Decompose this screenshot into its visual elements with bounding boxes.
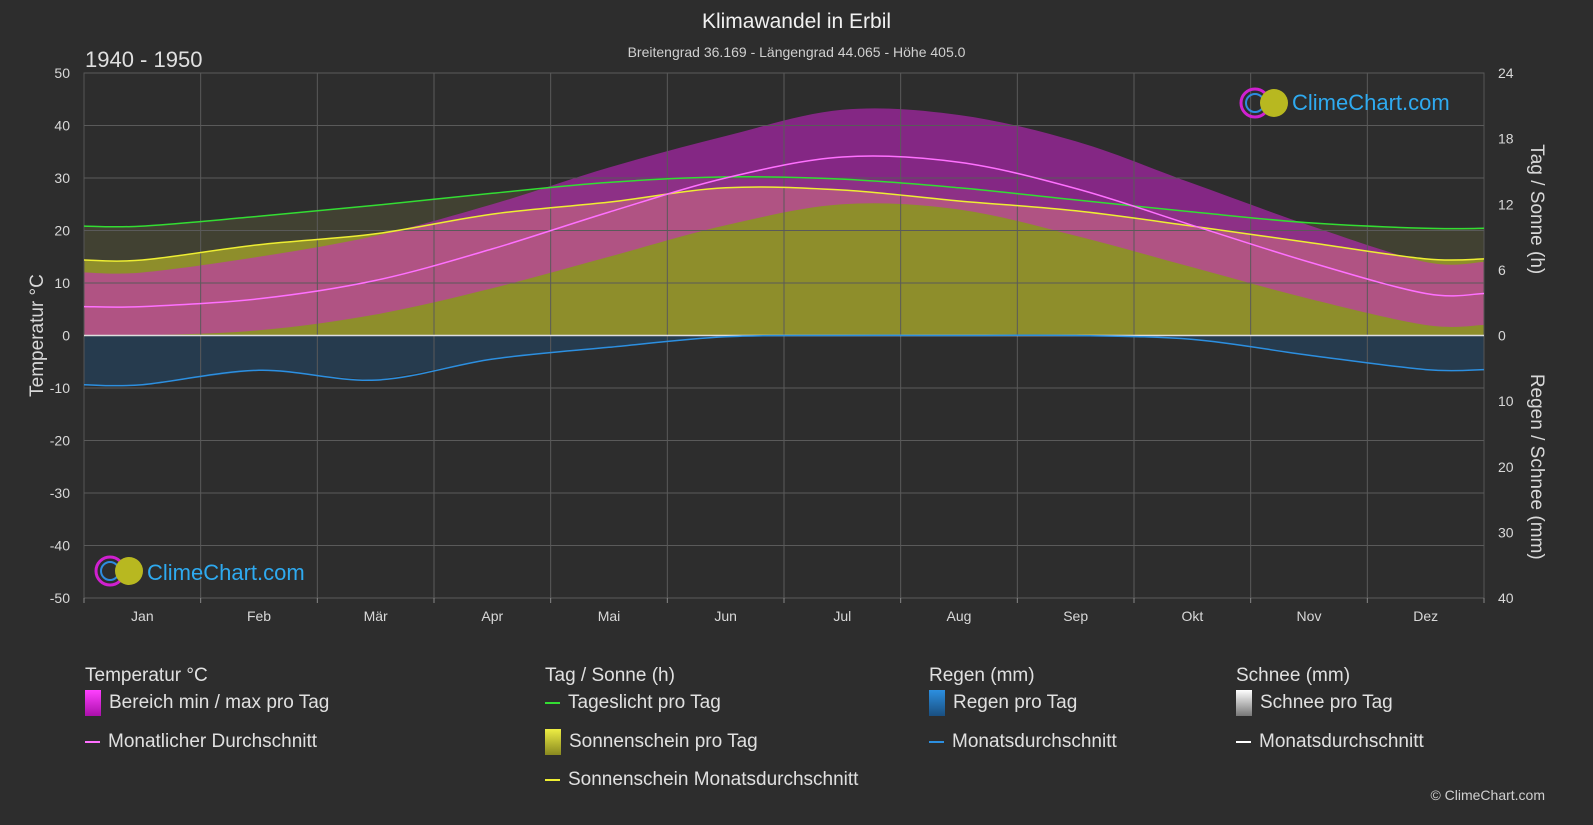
snow-swatch-icon: [1236, 690, 1252, 716]
legend-sun-heading: Tag / Sonne (h): [545, 665, 675, 686]
month-label: Feb: [247, 608, 271, 624]
snow-avg-swatch-icon: [1236, 740, 1251, 743]
month-label: Mai: [598, 608, 621, 624]
brand-bottom[interactable]: ClimeChart.com: [147, 560, 305, 585]
right-mm-tick-label: 10: [1498, 393, 1514, 409]
legend-sunshine: Sonnenschein pro Tag: [545, 729, 758, 755]
temperature-avg-line: [83, 155, 1485, 308]
month-label: Mär: [364, 608, 388, 624]
legend-temp-heading: Temperatur °C: [85, 665, 208, 686]
left-tick-label: 0: [62, 328, 70, 344]
month-label: Apr: [481, 608, 503, 624]
legend-rain-per-day: Regen pro Tag: [929, 690, 1077, 716]
legend-temp-range: Bereich min / max pro Tag: [85, 690, 329, 716]
month-label: Jun: [714, 608, 737, 624]
chart-subtitle: Breitengrad 36.169 - Längengrad 44.065 -…: [627, 44, 966, 60]
right-mm-tick-label: 20: [1498, 459, 1514, 475]
left-tick-label: -10: [50, 380, 70, 396]
month-label: Dez: [1413, 608, 1438, 624]
sunshine-avg-line: [83, 186, 1485, 262]
legend-temp-avg: Monatlicher Durchschnitt: [85, 729, 317, 755]
left-tick-label: 40: [54, 118, 70, 134]
legend-snow-avg: Monatsdurchschnitt: [1236, 729, 1424, 755]
left-tick-label: -40: [50, 538, 70, 554]
legend-rain-avg: Monatsdurchschnitt: [929, 729, 1117, 755]
sunshine-avg-swatch-icon: [545, 778, 560, 781]
right-hours-tick-label: 24: [1498, 65, 1514, 81]
daylight-line: [83, 176, 1485, 230]
left-tick-label: 10: [54, 275, 70, 291]
chart-title: Klimawandel in Erbil: [701, 10, 892, 33]
legend-snow-per-day: Schnee pro Tag: [1236, 690, 1393, 716]
copyright: © ClimeChart.com: [1430, 787, 1545, 803]
month-label: Nov: [1297, 608, 1322, 624]
left-tick-label: 30: [54, 170, 70, 186]
month-label: Aug: [947, 608, 972, 624]
right-hours-tick-label: 18: [1498, 131, 1514, 147]
month-label: Okt: [1181, 608, 1203, 624]
right-hours-tick-label: 0: [1498, 328, 1506, 344]
left-axis-title: Temperatur °C: [27, 274, 48, 397]
legend-daylight: Tageslicht pro Tag: [545, 690, 721, 716]
rain-avg-line: [83, 334, 1485, 387]
rain-swatch-icon: [929, 690, 945, 716]
legend-snow-heading: Schnee (mm): [1236, 665, 1351, 686]
right-mm-tick-label: 40: [1498, 590, 1514, 606]
climechart-logo-icon: [94, 555, 143, 587]
month-label: Jan: [131, 608, 154, 624]
temp-avg-swatch-icon: [85, 740, 100, 743]
right-axis-title-hours: Tag / Sonne (h): [1526, 144, 1547, 274]
left-tick-label: 20: [54, 223, 70, 239]
left-tick-label: -30: [50, 485, 70, 501]
legend-sunshine-avg: Sonnenschein Monatsdurchschnitt: [545, 767, 858, 793]
legend-rain-heading: Regen (mm): [929, 665, 1035, 686]
left-tick-label: -50: [50, 590, 70, 606]
temp-range-swatch-icon: [85, 690, 101, 716]
sunshine-swatch-icon: [545, 729, 561, 755]
daylight-swatch-icon: [545, 701, 560, 704]
month-label: Sep: [1063, 608, 1088, 624]
period-label: 1940 - 1950: [85, 47, 203, 72]
brand-top[interactable]: ClimeChart.com: [1292, 90, 1450, 115]
month-label: Jul: [833, 608, 851, 624]
right-mm-tick-label: 30: [1498, 524, 1514, 540]
climechart-logo-icon: [1239, 87, 1288, 119]
right-hours-tick-label: 12: [1498, 196, 1514, 212]
right-hours-tick-label: 6: [1498, 262, 1506, 278]
rain-avg-swatch-icon: [929, 740, 944, 743]
left-tick-label: 50: [54, 65, 70, 81]
right-axis-title-mm: Regen / Schnee (mm): [1526, 374, 1547, 560]
left-tick-label: -20: [50, 433, 70, 449]
